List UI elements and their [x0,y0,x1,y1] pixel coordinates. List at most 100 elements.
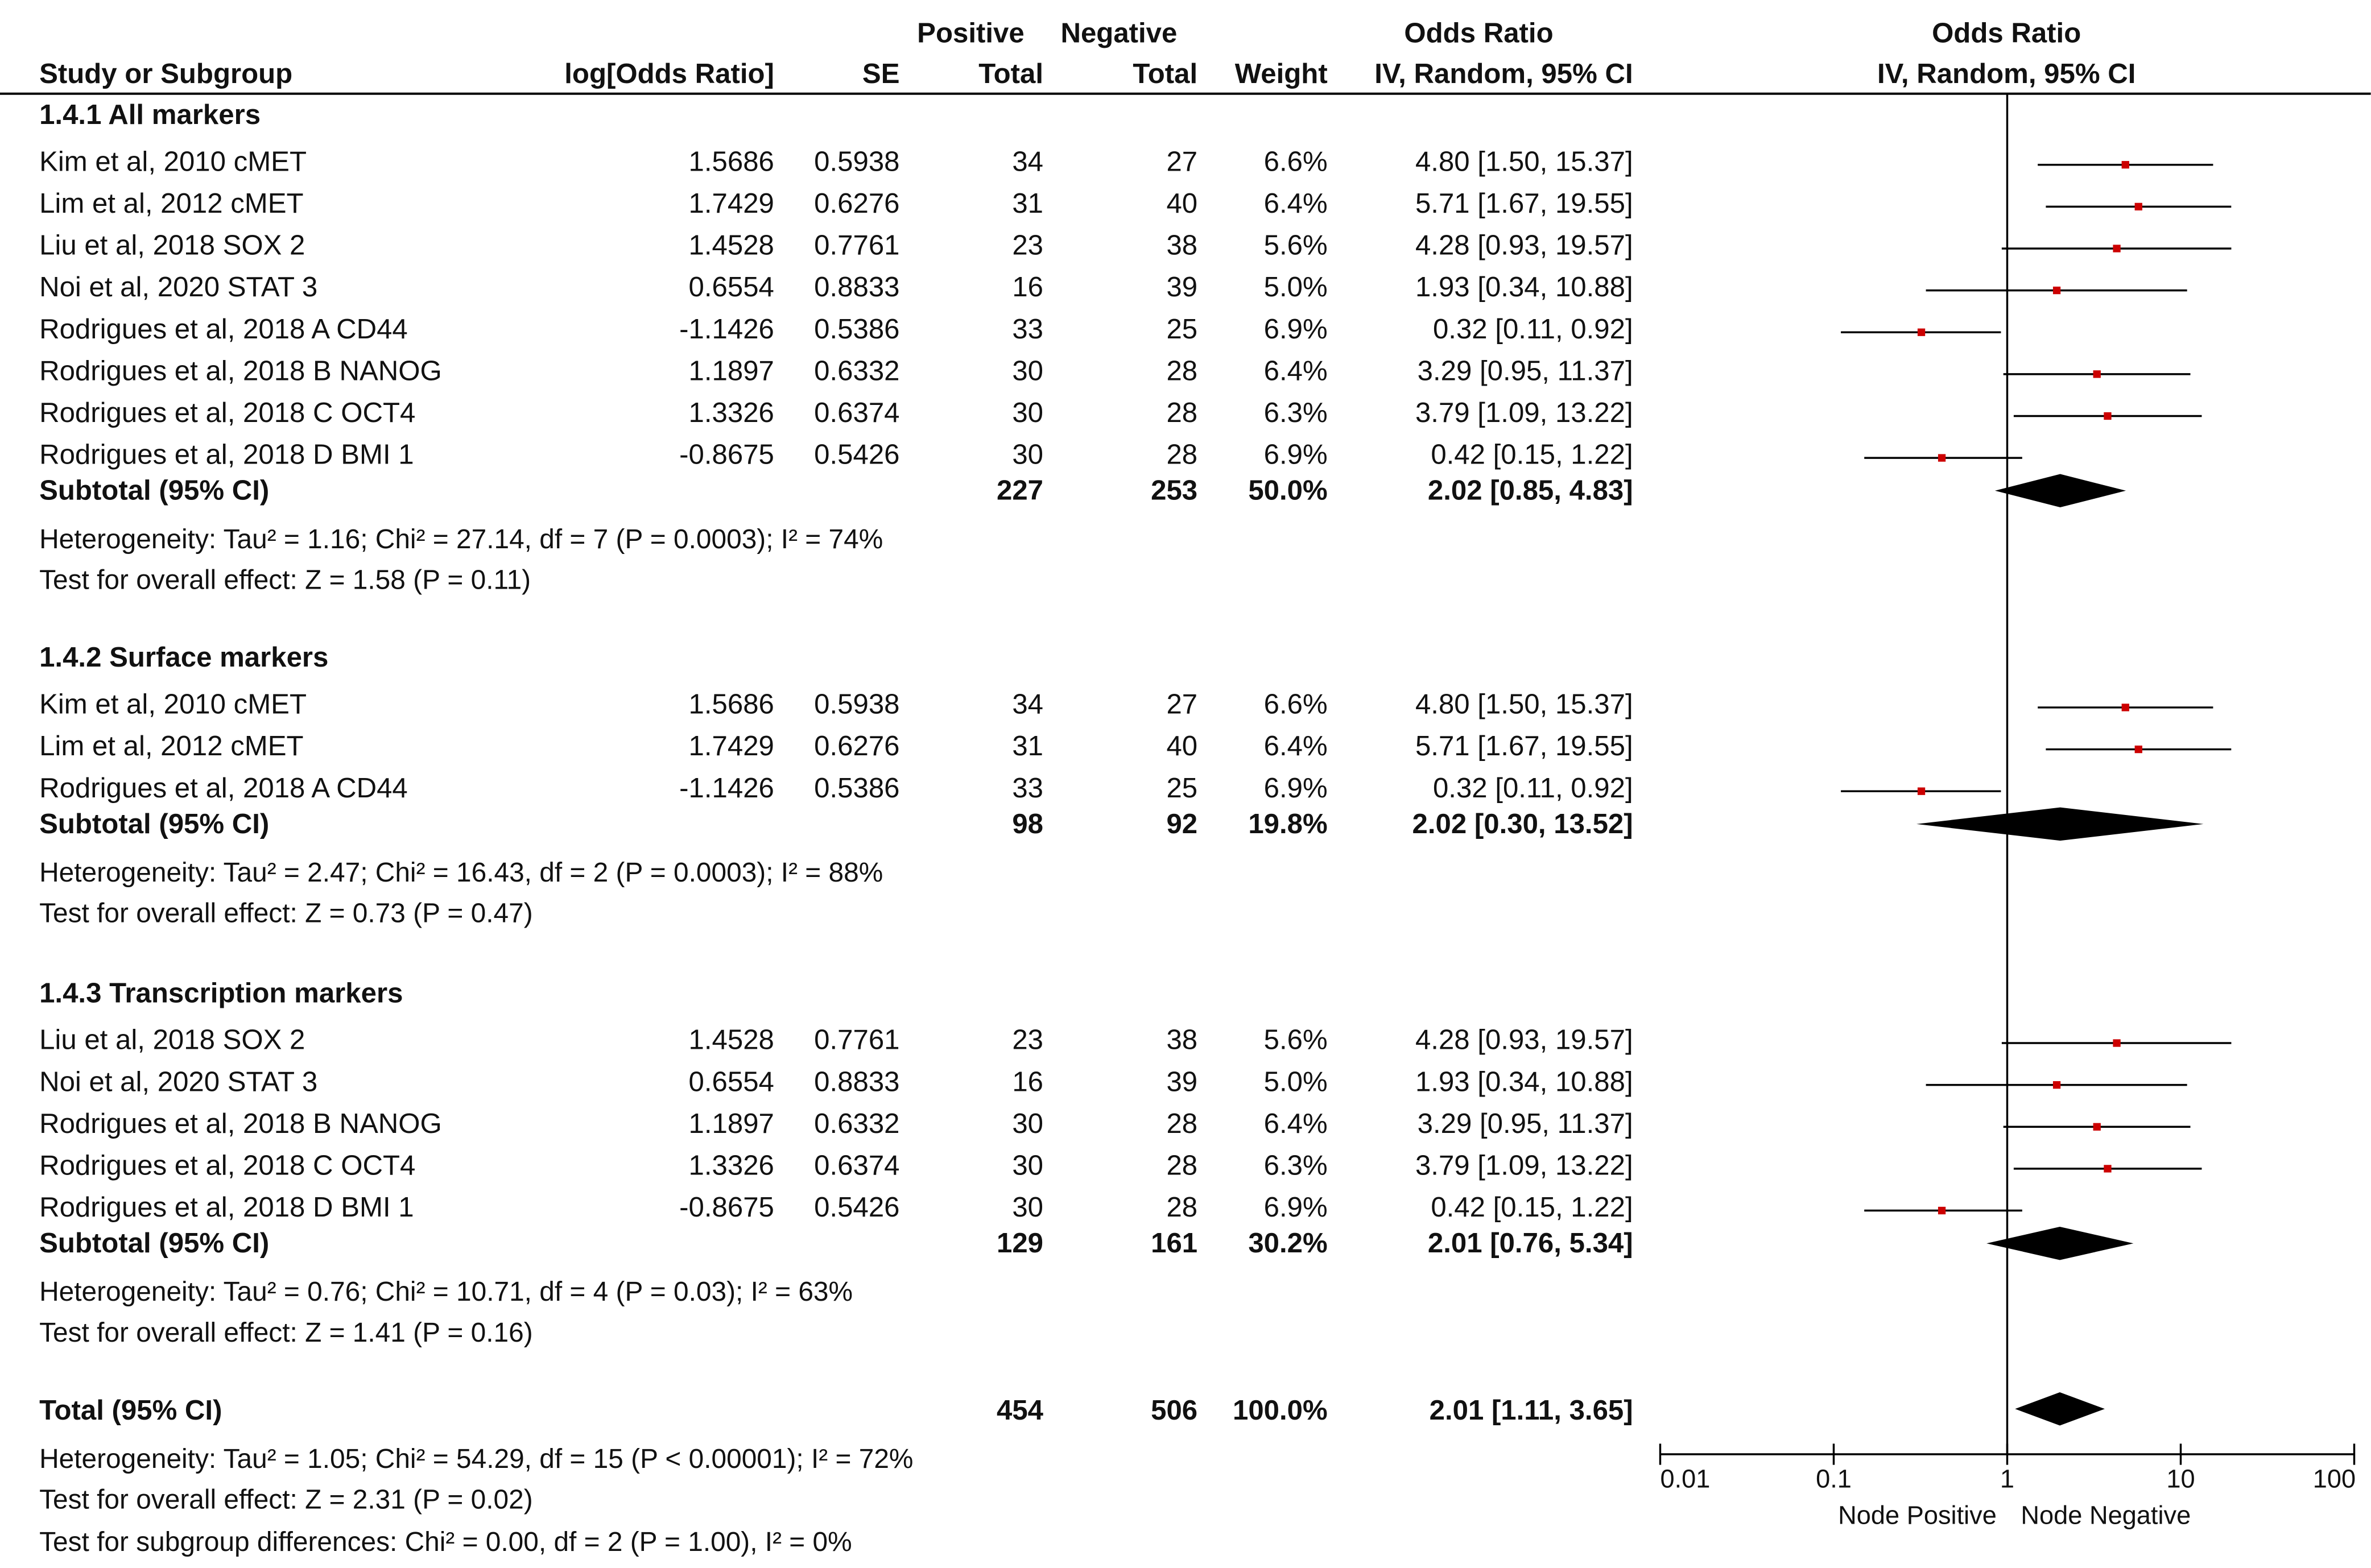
subtotal-diamond [1994,474,2126,508]
study-positive-total: 30 [1012,439,1043,470]
total-negative: 506 [1151,1395,1197,1426]
overall-effect-text: Test for overall effect: Z = 1.41 (P = 0… [39,1318,533,1348]
study-weight: 5.6% [1264,230,1328,261]
study-ci: 5.71 [1.67, 19.55] [1415,730,1633,762]
study-se: 0.7761 [814,1024,899,1056]
study-positive-total: 30 [1012,355,1043,386]
study-point [1938,454,1946,462]
study-weight: 6.9% [1264,313,1328,345]
study-weight: 5.6% [1264,1024,1328,1056]
study-negative-total: 40 [1166,730,1197,762]
study-name: Rodrigues et al, 2018 A CD44 [39,313,408,345]
study-log-or: -1.1426 [679,772,774,804]
study-name: Rodrigues et al, 2018 C OCT4 [39,1150,415,1181]
subtotal-weight: 50.0% [1248,475,1327,506]
study-se: 0.6332 [814,1108,899,1139]
study-log-or: 1.4528 [689,1024,774,1056]
subtotal-positive-total: 98 [1012,808,1043,839]
study-log-or: 1.1897 [689,1108,774,1139]
header-ci: IV, Random, 95% CI [1374,58,1633,89]
study-weight: 5.0% [1264,271,1328,303]
study-log-or: -0.8675 [679,439,774,470]
study-name: Rodrigues et al, 2018 D BMI 1 [39,439,414,470]
study-weight: 6.6% [1264,146,1328,177]
total-positive: 454 [997,1395,1044,1426]
study-ci: 4.28 [0.93, 19.57] [1415,230,1633,261]
study-negative-total: 27 [1166,146,1197,177]
subtotal-ci: 2.01 [0.76, 5.34] [1428,1227,1633,1259]
subgroup-differences: Test for subgroup differences: Chi² = 0.… [39,1527,852,1557]
study-positive-total: 16 [1012,271,1043,303]
study-ci: 0.42 [0.15, 1.22] [1431,439,1633,470]
study-positive-total: 31 [1012,188,1043,219]
study-log-or: 1.4528 [689,230,774,261]
header-odds-ratio: Odds Ratio [1404,17,1553,48]
header-positive-total: Total [978,58,1043,89]
study-weight: 6.4% [1264,188,1328,219]
subtotal-weight: 19.8% [1248,808,1327,839]
header-study: Study or Subgroup [39,58,292,89]
study-name: Kim et al, 2010 cMET [39,689,307,720]
total-weight: 100.0% [1233,1395,1328,1426]
study-weight: 5.0% [1264,1066,1328,1097]
study-negative-total: 38 [1166,230,1197,261]
study-name: Liu et al, 2018 SOX 2 [39,230,305,261]
study-weight: 6.9% [1264,439,1328,470]
study-negative-total: 28 [1166,397,1197,428]
study-ci: 3.79 [1.09, 13.22] [1415,1150,1633,1181]
study-point [1917,328,1926,336]
study-ci: 0.42 [0.15, 1.22] [1431,1191,1633,1223]
study-ci: 4.80 [1.50, 15.37] [1415,146,1633,177]
study-log-or: 0.6554 [689,1066,774,1097]
header-negative-total: Total [1133,58,1197,89]
study-name: Noi et al, 2020 STAT 3 [39,1066,317,1097]
subtotal-diamond [1916,807,2204,841]
x-axis-tick-label: 10 [2166,1464,2195,1493]
study-name: Noi et al, 2020 STAT 3 [39,271,317,303]
study-negative-total: 25 [1166,313,1197,345]
study-ci: 4.28 [0.93, 19.57] [1415,1024,1633,1056]
axis-label-node-negative: Node Negative [2021,1500,2191,1529]
study-weight: 6.3% [1264,397,1328,428]
study-negative-total: 28 [1166,1191,1197,1223]
study-point [2113,1039,2121,1047]
x-axis-tick-label: 0.01 [1660,1464,1710,1493]
study-weight: 6.3% [1264,1150,1328,1181]
study-negative-total: 25 [1166,772,1197,804]
study-negative-total: 39 [1166,271,1197,303]
study-ci: 0.32 [0.11, 0.92] [1433,313,1633,345]
subtotal-diamond [1986,1226,2134,1260]
study-positive-total: 30 [1012,397,1043,428]
study-positive-total: 23 [1012,1024,1043,1056]
study-ci: 3.79 [1.09, 13.22] [1415,397,1633,428]
study-se: 0.5938 [814,146,899,177]
study-point [2052,1081,2061,1089]
study-se: 0.6276 [814,188,899,219]
study-positive-total: 16 [1012,1066,1043,1097]
study-positive-total: 30 [1012,1191,1043,1223]
study-name: Rodrigues et al, 2018 A CD44 [39,772,408,804]
study-ci: 0.32 [0.11, 0.92] [1433,772,1633,804]
group-title: 1.4.1 All markers [39,99,261,130]
subtotal-label: Subtotal (95% CI) [39,808,269,839]
heterogeneity-text: Heterogeneity: Tau² = 1.16; Chi² = 27.14… [39,524,883,555]
total-diamond [2015,1392,2105,1426]
study-positive-total: 33 [1012,313,1043,345]
study-positive-total: 30 [1012,1150,1043,1181]
header-negative: Negative [1060,17,1177,48]
study-point [2121,161,2129,169]
subtotal-negative-total: 253 [1151,475,1197,506]
heterogeneity-text: Heterogeneity: Tau² = 0.76; Chi² = 10.71… [39,1277,853,1307]
header-weight: Weight [1235,58,1328,89]
study-name: Lim et al, 2012 cMET [39,188,303,219]
study-weight: 6.9% [1264,1191,1328,1223]
subtotal-ci: 2.02 [0.30, 13.52] [1412,808,1633,839]
study-point [1917,787,1926,795]
subtotal-label: Subtotal (95% CI) [39,1227,269,1259]
subtotal-negative-total: 161 [1151,1227,1197,1259]
study-negative-total: 39 [1166,1066,1197,1097]
x-axis-tick-label: 0.1 [1816,1464,1852,1493]
study-name: Rodrigues et al, 2018 B NANOG [39,1108,442,1139]
study-positive-total: 31 [1012,730,1043,762]
study-negative-total: 28 [1166,1108,1197,1139]
